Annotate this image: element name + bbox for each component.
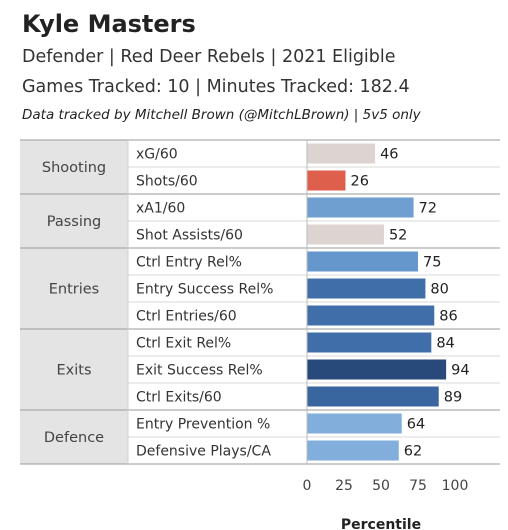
metric-label: xA1/60 (136, 201, 185, 217)
bar (307, 170, 346, 191)
value-label: 72 (419, 201, 437, 217)
group-label-defence: Defence (44, 430, 104, 446)
group-label-exits: Exits (56, 363, 91, 379)
group-cell-exits (20, 329, 128, 410)
bar (307, 413, 402, 434)
group-cell-defence (20, 410, 128, 464)
chart-title: Kyle Masters (22, 10, 196, 38)
bar (307, 359, 447, 380)
x-tick-label: 25 (335, 478, 353, 494)
value-label: 80 (430, 282, 448, 298)
value-label: 84 (436, 336, 454, 352)
metric-label: Ctrl Exit Rel% (136, 336, 231, 352)
value-label: 26 (350, 174, 368, 190)
bar (307, 197, 414, 218)
metric-label: Defensive Plays/CA (136, 444, 271, 460)
player-info-subtitle: Defender | Red Deer Rebels | 2021 Eligib… (22, 47, 396, 67)
metric-label: xG/60 (136, 147, 178, 163)
x-tick-label: 50 (372, 478, 390, 494)
value-label: 75 (423, 255, 441, 271)
metric-label: Ctrl Entry Rel% (136, 255, 242, 271)
bar (307, 278, 426, 299)
metric-label: Ctrl Exits/60 (136, 390, 222, 406)
metric-label: Shots/60 (136, 174, 198, 190)
metric-label: Shot Assists/60 (136, 228, 243, 244)
group-label-shooting: Shooting (42, 160, 106, 176)
bar (307, 386, 439, 407)
bar (307, 332, 432, 353)
group-cell-shooting (20, 140, 128, 194)
value-label: 86 (439, 309, 457, 325)
value-label: 94 (451, 363, 469, 379)
metric-label: Exit Success Rel% (136, 363, 263, 379)
bar (307, 143, 376, 164)
value-label: 46 (380, 147, 398, 163)
value-label: 52 (389, 228, 407, 244)
x-axis-label: Percentile (341, 517, 421, 530)
value-label: 64 (407, 417, 425, 433)
group-label-passing: Passing (47, 214, 102, 230)
metric-label: Ctrl Entries/60 (136, 309, 237, 325)
bar (307, 224, 384, 245)
bar (307, 251, 418, 272)
x-tick-label: 75 (409, 478, 427, 494)
tracking-info-subtitle: Games Tracked: 10 | Minutes Tracked: 182… (22, 77, 410, 97)
bar (307, 305, 435, 326)
group-label-entries: Entries (49, 282, 100, 298)
x-tick-label: 0 (303, 478, 312, 494)
metric-label: Entry Success Rel% (136, 282, 273, 298)
x-tick-label: 100 (442, 478, 469, 494)
value-label: 89 (444, 390, 462, 406)
group-cell-passing (20, 194, 128, 248)
group-cell-entries (20, 248, 128, 329)
metric-label: Entry Prevention % (136, 417, 270, 433)
data-credit: Data tracked by Mitchell Brown (@MitchLB… (22, 107, 421, 123)
bar (307, 440, 399, 461)
value-label: 62 (404, 444, 422, 460)
